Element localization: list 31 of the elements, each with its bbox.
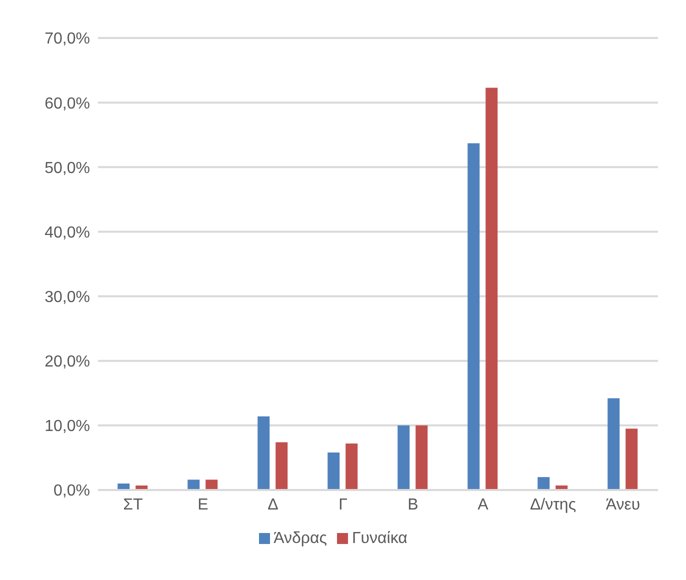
bar [346,444,358,490]
x-tick-label: Δ [268,496,279,514]
legend-label: Γυναίκα [352,530,408,547]
bar [188,480,200,490]
y-tick-label: 0,0% [54,482,90,500]
y-tick-label: 20,0% [44,354,90,371]
y-tick-label: 70,0% [44,30,90,48]
x-tick-label: Α [478,496,489,514]
bar [538,477,550,490]
y-tick-label: 50,0% [44,160,90,177]
y-tick-label: 10,0% [44,418,90,436]
bar [206,480,218,490]
bar [328,452,340,490]
x-tick-label: Γ [338,496,348,514]
x-tick-label: Β [408,496,418,514]
bar [626,428,638,490]
bar [398,425,410,490]
bar [468,143,480,490]
bar [258,416,270,490]
x-tick-label: ΣΤ [123,496,144,514]
x-tick-label: Ε [198,496,208,514]
legend-label: Άνδρας [274,530,327,547]
bar [276,442,288,490]
y-tick-label: 40,0% [44,224,90,242]
bar [486,88,498,490]
y-tick-label: 60,0% [44,95,90,112]
x-tick-label: Άνευ [606,496,640,514]
bar [608,398,620,490]
y-tick-label: 30,0% [44,288,90,306]
bar [416,425,428,490]
x-tick-label: Δ/ντης [530,496,576,514]
